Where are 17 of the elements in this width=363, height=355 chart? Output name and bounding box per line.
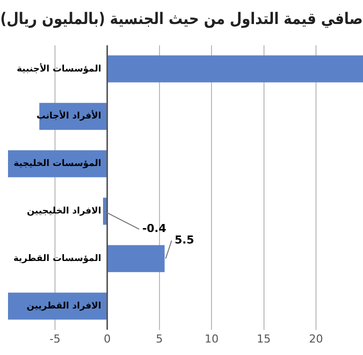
bar [8, 292, 108, 320]
y-tick-label: المؤسسات القطرية [13, 254, 102, 264]
y-tick-label: المؤسسات الأجنبية [16, 62, 102, 74]
x-tick-label: 15 [256, 332, 271, 346]
y-tick-label: المؤسسات الخليجية [14, 159, 102, 170]
x-tick-label: 20 [309, 332, 324, 346]
data-label: 5.5 [174, 234, 194, 247]
data-label: -0.4 [142, 222, 167, 236]
y-tick-label: الافراد الخليجيين [26, 206, 102, 217]
x-tick-label: 10 [204, 332, 219, 346]
bar [107, 245, 165, 272]
y-tick-label: الافراد القطريين [26, 301, 102, 312]
x-tick-label: 0 [104, 332, 111, 346]
x-tick-label: 5 [156, 332, 163, 346]
x-tick-label: -5 [50, 332, 60, 346]
chart-title: صافي قيمة التداول من حيث الجنسية (بالمليون ريال) [0, 8, 363, 28]
bar [107, 55, 363, 82]
